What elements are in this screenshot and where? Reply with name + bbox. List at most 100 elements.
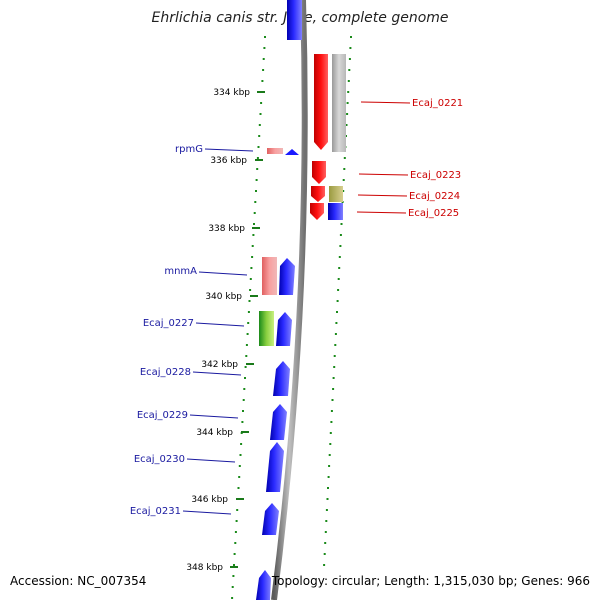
gene-label-ecaj-0224[interactable]: Ecaj_0224 (357, 191, 460, 202)
rail-dot (342, 190, 345, 192)
rail-dot (348, 58, 351, 60)
gene-label-rpmg[interactable]: rpmG (175, 144, 254, 155)
rail-dot (232, 575, 235, 577)
rail-dot (346, 113, 349, 115)
gene-label-text: Ecaj_0229 (137, 410, 188, 421)
gene-ecaj-0221-arrow[interactable] (314, 54, 328, 150)
rail-dot (231, 597, 234, 599)
gene-label-ecaj-0223[interactable]: Ecaj_0223 (358, 170, 461, 181)
rail-dot (338, 256, 341, 258)
scale-tick: 334 kbp (213, 88, 265, 98)
gene-label-ecaj-0221[interactable]: Ecaj_0221 (360, 98, 463, 109)
rail-dot (347, 80, 350, 82)
rail-dot (248, 300, 251, 302)
rail-dot (349, 47, 352, 49)
rail-dot (334, 344, 337, 346)
rail-dot (244, 366, 247, 368)
rail-dot (338, 267, 341, 269)
rail-dot (251, 256, 254, 258)
scale-tick-label: 338 kbp (208, 224, 245, 234)
rail-dot (324, 531, 327, 533)
rail-dot (258, 135, 261, 137)
forward-strand-features (256, 0, 302, 600)
feature-blue-top[interactable] (287, 0, 302, 40)
gene-ecaj-0230-arrow[interactable] (266, 442, 284, 492)
rail-dot (252, 234, 255, 236)
rail-dot (249, 289, 252, 291)
feature-blue-right[interactable] (328, 203, 343, 220)
rail-dot (336, 300, 339, 302)
gene-ecaj-0231-arrow[interactable] (262, 503, 279, 535)
rail-dot (324, 542, 327, 544)
rail-dot (251, 245, 254, 247)
gene-ecaj-0229-arrow[interactable] (270, 404, 287, 440)
scale-tick-label: 344 kbp (196, 428, 233, 438)
rail-dot (237, 487, 240, 489)
rail-dot (335, 322, 338, 324)
rail-dot (327, 476, 330, 478)
rail-dot (332, 377, 335, 379)
rail-dot (255, 190, 257, 192)
rail-dot (255, 179, 258, 181)
scale-tick-label: 336 kbp (210, 156, 247, 166)
rail-dot (328, 465, 331, 467)
feature-pink-rpmg[interactable] (267, 148, 283, 154)
gene-label-ecaj-0230[interactable]: Ecaj_0230 (134, 454, 236, 465)
gene-ecaj-0228-arrow[interactable] (273, 361, 290, 396)
feature-olive[interactable] (329, 186, 343, 202)
gene-label-text: mnmA (164, 266, 197, 277)
gene-label-ecaj-0231[interactable]: Ecaj_0231 (130, 506, 232, 517)
gene-ecaj-0225-arrow[interactable] (310, 203, 324, 220)
gene-label-ecaj-0228[interactable]: Ecaj_0228 (140, 367, 242, 378)
scale-ticks: 334 kbp 336 kbp 338 kbp 340 kbp 342 kbp … (186, 88, 265, 573)
rail-dot (259, 113, 262, 115)
rail-dot (329, 443, 332, 445)
scale-tick: 342 kbp (201, 360, 254, 370)
rail-dot (247, 311, 250, 313)
rail-dot (239, 454, 242, 456)
rail-dot (234, 542, 237, 544)
rail-dot (241, 421, 244, 423)
rail-dot (257, 146, 260, 148)
gene-ecaj-0223-arrow[interactable] (312, 161, 326, 184)
rail-dot (262, 58, 265, 60)
feature-pink-mnma[interactable] (262, 257, 277, 295)
gene-label-ecaj-0229[interactable]: Ecaj_0229 (137, 410, 239, 421)
rail-dot (330, 421, 333, 423)
gene-label-text: Ecaj_0224 (409, 191, 460, 202)
rail-dot (234, 531, 237, 533)
gene-mnma-arrow[interactable] (279, 258, 295, 295)
gene-rpmg-arrow[interactable] (285, 149, 299, 155)
feature-green[interactable] (259, 311, 274, 346)
gene-label-text: rpmG (175, 144, 203, 155)
feature-gray[interactable] (332, 54, 346, 152)
rail-dot (333, 366, 336, 368)
scale-tick: 340 kbp (205, 292, 258, 302)
rail-dot (345, 124, 348, 126)
scale-tick: 344 kbp (196, 428, 249, 438)
gene-label-ecaj-0225[interactable]: Ecaj_0225 (356, 208, 459, 219)
scale-tick-label: 348 kbp (186, 563, 223, 573)
feature-blue-bottom[interactable] (256, 570, 271, 600)
rail-dot (250, 267, 253, 269)
rail-dot (347, 91, 350, 93)
rail-dot (254, 201, 257, 203)
rail-dot (236, 509, 239, 511)
rail-dot (244, 377, 246, 379)
gene-ecaj-0227-arrow[interactable] (276, 312, 292, 346)
scale-tick-label: 346 kbp (191, 495, 228, 505)
gene-label-text: Ecaj_0225 (408, 208, 459, 219)
rail-dot (260, 102, 263, 104)
reverse-strand-features (310, 54, 346, 220)
gene-ecaj-0224-arrow[interactable] (311, 186, 325, 202)
gene-label-text: Ecaj_0228 (140, 367, 191, 378)
gene-label-ecaj-0227[interactable]: Ecaj_0227 (143, 318, 245, 329)
rail-dot (348, 69, 351, 71)
rail-dot (258, 124, 261, 126)
gene-label-text: Ecaj_0231 (130, 506, 181, 517)
accession-text: Accession: NC_007354 (10, 574, 147, 588)
gene-label-mnma[interactable]: mnmA (164, 266, 248, 277)
rail-dot (245, 355, 248, 357)
rail-dot (253, 212, 256, 214)
